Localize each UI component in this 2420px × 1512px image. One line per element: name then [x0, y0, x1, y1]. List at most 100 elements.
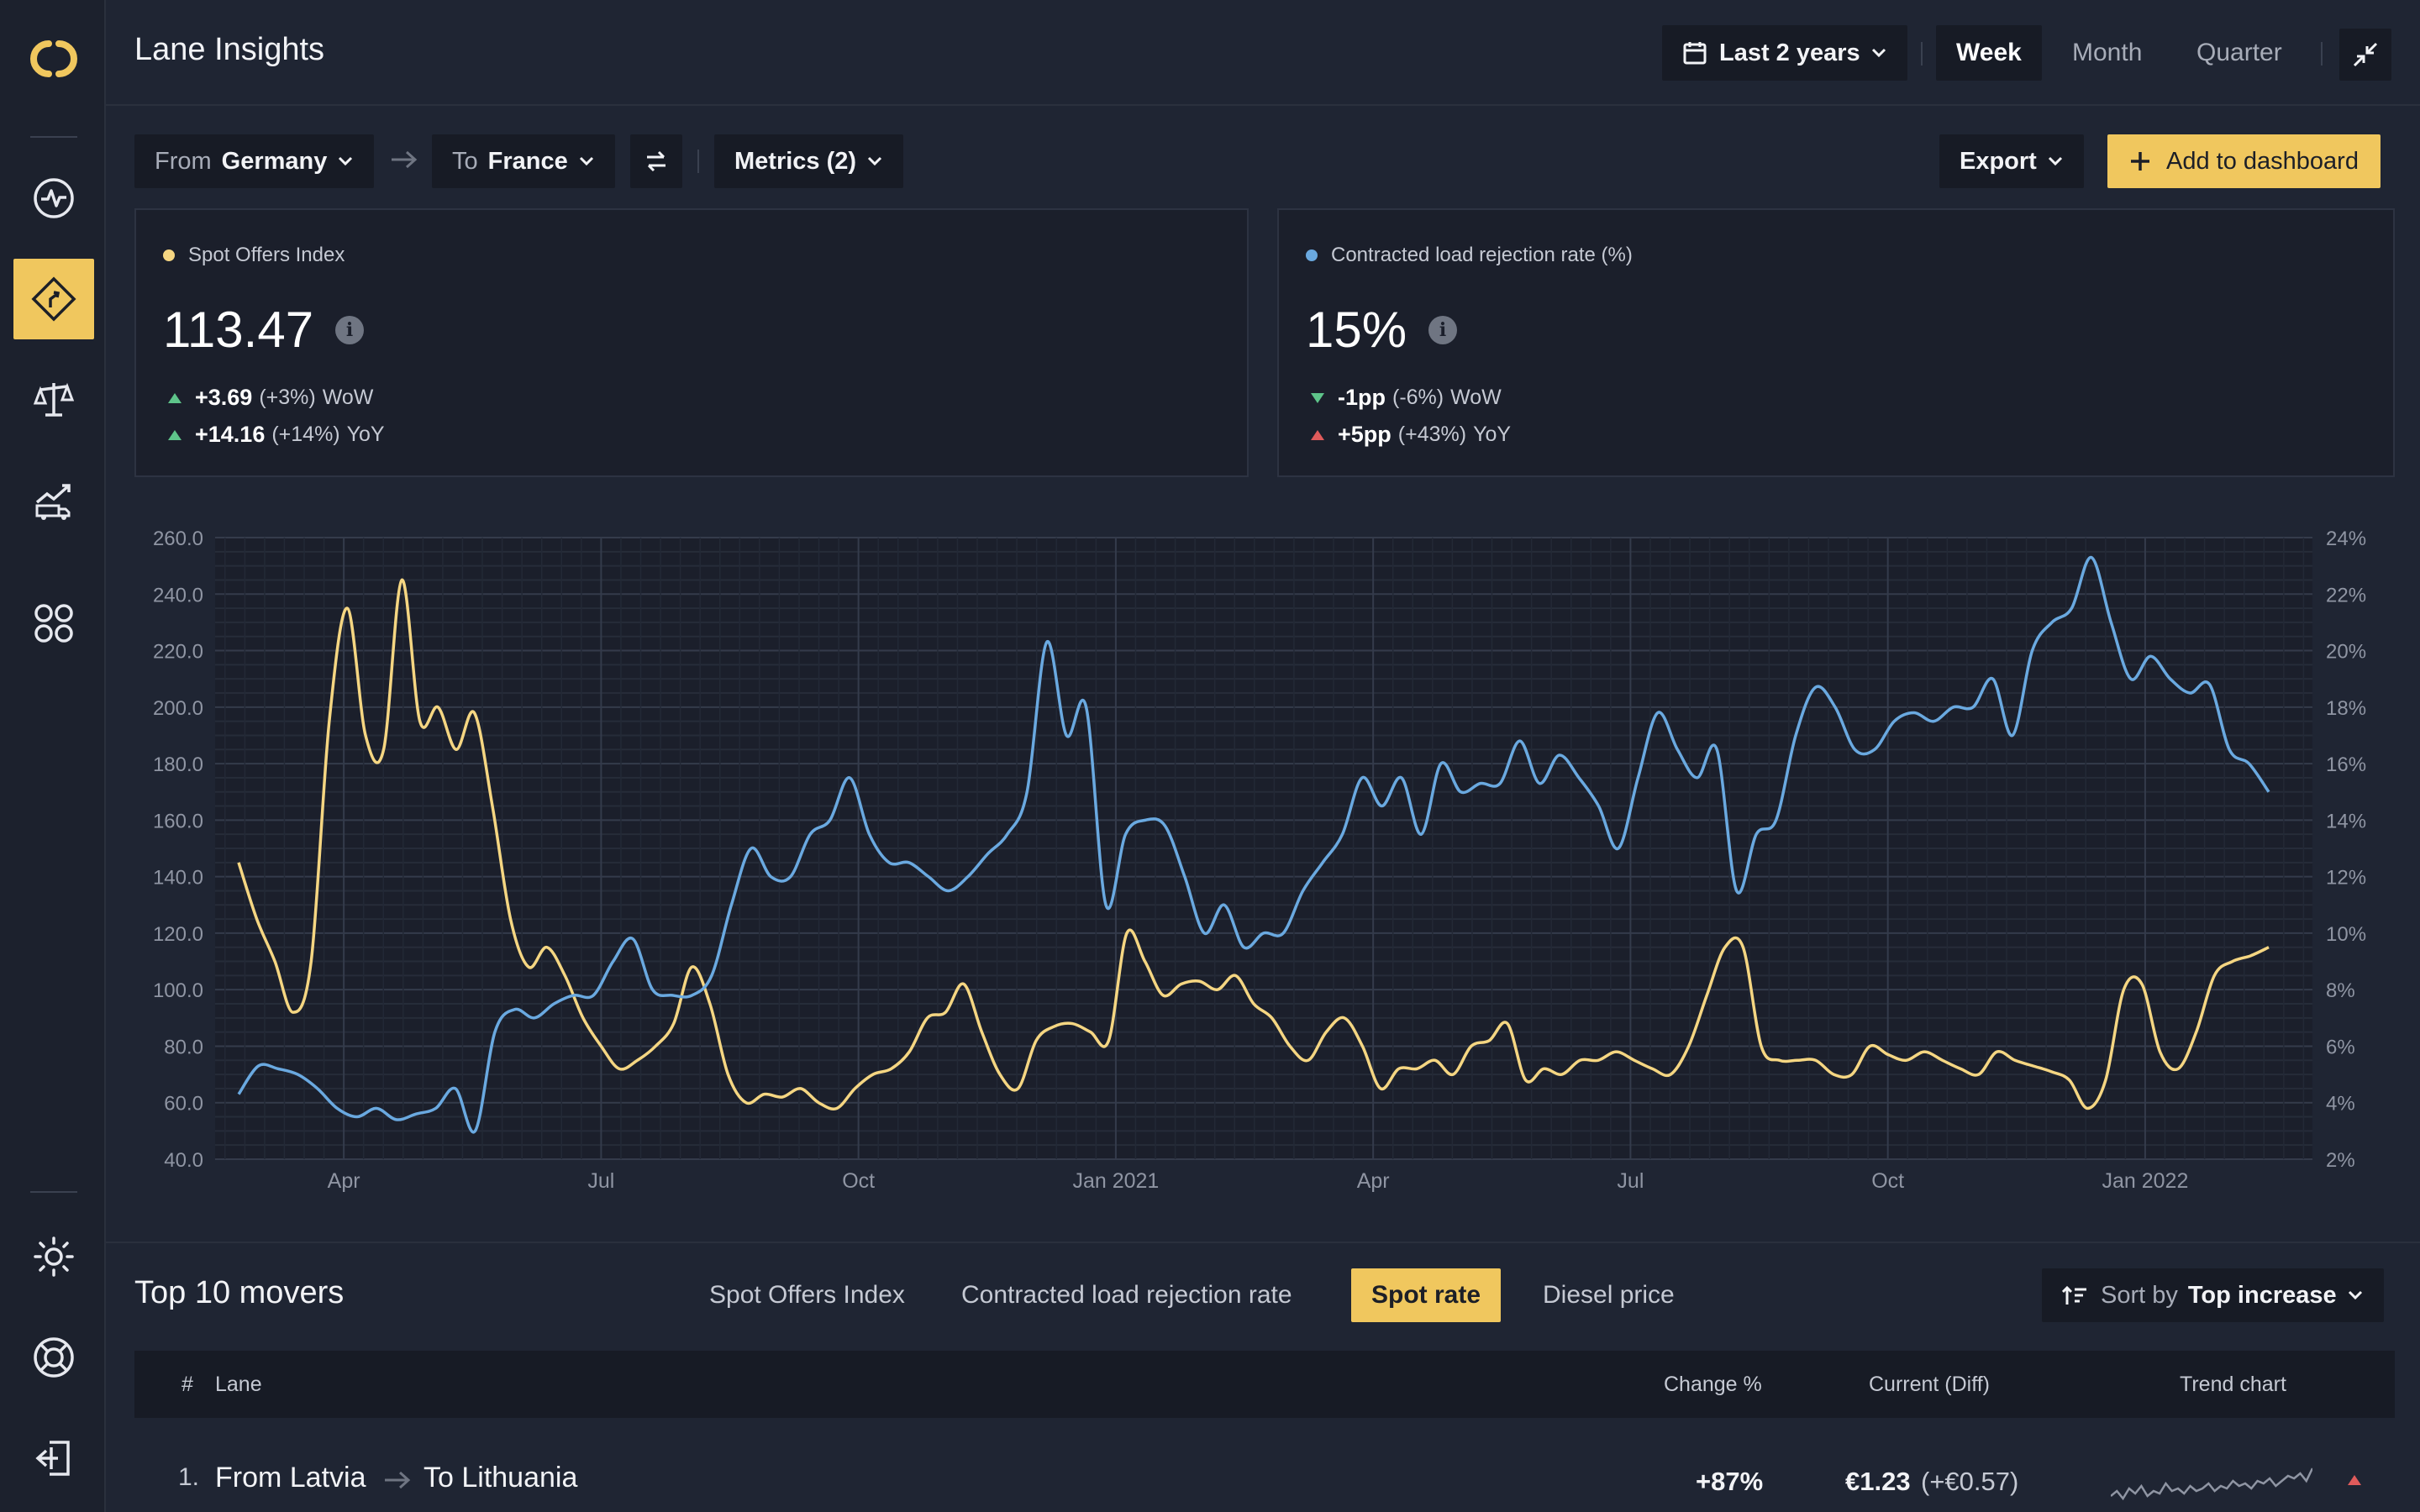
tab-spot-offers-index[interactable]: Spot Offers Index: [709, 1281, 905, 1309]
to-prefix: To: [452, 147, 478, 175]
metrics-label: Metrics (2): [734, 147, 857, 175]
tab-diesel-price[interactable]: Diesel price: [1543, 1281, 1675, 1309]
y-left-tick-label: 60.0: [164, 1093, 203, 1116]
export-dropdown[interactable]: Export: [1939, 134, 2084, 188]
period-quarter[interactable]: Quarter: [2196, 39, 2282, 66]
divider: [1921, 42, 1923, 66]
apps-grid-icon[interactable]: [13, 583, 94, 664]
trend-up-icon: [168, 392, 182, 403]
y-left-tick-label: 260.0: [153, 528, 203, 550]
y-right-tick-label: 12%: [2326, 867, 2366, 890]
divider: [697, 150, 699, 173]
y-left-tick-label: 100.0: [153, 979, 203, 1002]
from-country-dropdown[interactable]: From Germany: [134, 134, 375, 188]
route-sign-icon[interactable]: [13, 259, 94, 339]
sun-icon[interactable]: [13, 1216, 94, 1297]
column-change[interactable]: Change %: [1664, 1373, 1762, 1396]
row-trend-sparkline: [2111, 1467, 2312, 1501]
x-tick-label: Apr: [1357, 1169, 1390, 1193]
table-row[interactable]: 1. From Latvia To Lithuania +87% €1.23 (…: [134, 1428, 2395, 1512]
delta-value: -1pp: [1338, 385, 1386, 410]
delta-suffix: YoY: [1473, 423, 1512, 446]
collapse-button[interactable]: [2339, 29, 2391, 81]
kpi-card-spot-offers: Spot Offers Index 113.47 i +3.69 (+3%) W…: [134, 208, 1249, 477]
delta-value: +3.69: [195, 385, 253, 410]
row-current: €1.23: [1845, 1467, 1911, 1496]
x-tick-label: Jul: [587, 1169, 614, 1193]
export-label: Export: [1960, 147, 2037, 175]
from-value: Germany: [221, 147, 328, 175]
page-title: Lane Insights: [134, 32, 325, 67]
y-right-tick-label: 18%: [2326, 697, 2366, 720]
y-left-tick-label: 180.0: [153, 753, 203, 776]
row-from: From Latvia: [215, 1462, 366, 1494]
line-chart[interactable]: Apr Jul Oct Jan 2021 Apr Jul Oct Jan 2022 40.0 60…: [106, 496, 2420, 1201]
arrow-right-icon: [385, 1471, 411, 1489]
divider: [2321, 42, 2323, 66]
logout-icon[interactable]: [13, 1418, 94, 1499]
pulse-icon[interactable]: [13, 158, 94, 239]
delta-suffix: WoW: [322, 386, 374, 409]
kpi-value: 15%: [1306, 302, 1407, 358]
from-prefix: From: [155, 147, 212, 175]
kpi-delta-yoy: +5pp (+43%) YoY: [1311, 422, 1511, 448]
calendar-icon: [1683, 42, 1707, 65]
info-icon[interactable]: i: [335, 315, 365, 344]
logo-icon[interactable]: [13, 18, 94, 99]
y-right-tick-label: 6%: [2326, 1036, 2355, 1058]
y-left-tick-label: 220.0: [153, 641, 203, 664]
column-rank: #: [182, 1373, 193, 1396]
series-line-spot-offers: [237, 578, 2270, 1110]
y-left-tick-label: 200.0: [153, 697, 203, 720]
y-left-tick-label: 80.0: [164, 1036, 203, 1058]
collapse-icon: [2353, 42, 2378, 67]
sidebar-divider: [30, 136, 77, 138]
add-to-dashboard-button[interactable]: Add to dashboard: [2107, 134, 2381, 188]
swap-button[interactable]: [630, 134, 682, 188]
chevron-down-icon: [579, 156, 593, 166]
y-right-tick-label: 4%: [2326, 1093, 2355, 1116]
delta-pct: (+43%): [1397, 423, 1467, 446]
tab-contracted-load-rejection-rate[interactable]: Contracted load rejection rate: [961, 1281, 1292, 1309]
sort-dropdown[interactable]: Sort by Top increase: [2042, 1268, 2384, 1322]
scales-icon[interactable]: [13, 360, 94, 440]
kpi-label: Contracted load rejection rate (%): [1331, 244, 1633, 266]
series-line-rejection-rate: [237, 555, 2270, 1134]
kpi-card-rejection-rate: Contracted load rejection rate (%) 15% i…: [1277, 208, 2395, 477]
kpi-value: 113.47: [163, 302, 314, 358]
lifebuoy-icon[interactable]: [13, 1317, 94, 1398]
series-dot: [163, 249, 175, 261]
period-week[interactable]: Week: [1936, 25, 2042, 81]
sort-icon: [2062, 1285, 2086, 1305]
topbar: Lane Insights Last 2 years Week Month Qu…: [106, 0, 2420, 106]
column-lane[interactable]: Lane: [215, 1373, 262, 1396]
kpi-delta-wow: -1pp (-6%) WoW: [1311, 385, 1502, 411]
y-right-tick-label: 22%: [2326, 584, 2366, 606]
date-range-dropdown[interactable]: Last 2 years: [1662, 25, 1907, 81]
chevron-down-icon: [1871, 48, 1886, 58]
to-country-dropdown[interactable]: To France: [432, 134, 615, 188]
row-change: +87%: [1696, 1467, 1764, 1496]
y-right-tick-label: 16%: [2326, 753, 2366, 776]
y-left-tick-label: 240.0: [153, 584, 203, 606]
trend-up-icon: [2348, 1475, 2361, 1485]
tab-spot-rate[interactable]: Spot rate: [1351, 1268, 1502, 1322]
chart-axes: Apr Jul Oct Jan 2021 Apr Jul Oct Jan 2022 40.0 60…: [153, 528, 2366, 1193]
chevron-down-icon: [867, 156, 882, 166]
column-current[interactable]: Current (Diff): [1869, 1373, 1991, 1396]
delta-pct: (+14%): [271, 423, 340, 446]
truck-trend-icon[interactable]: [13, 460, 94, 541]
y-left-tick-label: 40.0: [164, 1149, 203, 1172]
add-to-dashboard-label: Add to dashboard: [2166, 147, 2359, 175]
period-month[interactable]: Month: [2072, 39, 2143, 66]
plus-icon: [2131, 152, 2149, 171]
metrics-dropdown[interactable]: Metrics (2): [714, 134, 904, 188]
swap-icon: [647, 150, 666, 172]
delta-pct: (-6%): [1392, 386, 1444, 409]
info-icon[interactable]: i: [1428, 315, 1458, 344]
arrow-right-icon: [392, 150, 418, 169]
row-diff: (+€0.57): [1921, 1467, 2019, 1496]
chevron-down-icon: [2348, 1290, 2362, 1300]
kpi-delta-yoy: +14.16 (+14%) YoY: [168, 422, 385, 448]
x-tick-label: Jan 2021: [1072, 1169, 1159, 1193]
